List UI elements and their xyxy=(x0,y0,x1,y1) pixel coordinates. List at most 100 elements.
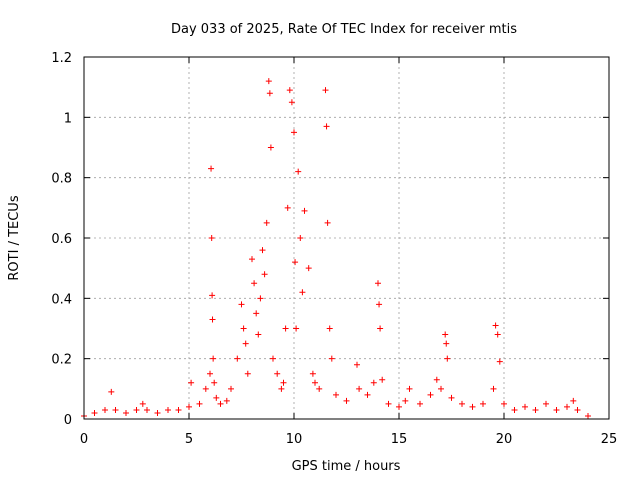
x-axis-title: GPS time / hours xyxy=(292,459,401,474)
data-point xyxy=(253,310,260,317)
data-point xyxy=(324,219,331,226)
data-point xyxy=(293,325,300,332)
data-point xyxy=(553,406,560,413)
data-point xyxy=(202,385,209,392)
data-point xyxy=(108,388,115,395)
data-point xyxy=(102,406,108,413)
data-point xyxy=(297,235,304,241)
data-point xyxy=(210,355,217,362)
data-point xyxy=(249,256,255,263)
data-point xyxy=(364,391,371,398)
data-point xyxy=(480,400,486,407)
data-point xyxy=(402,397,409,404)
data-point xyxy=(223,397,230,404)
data-point xyxy=(312,379,318,386)
data-point xyxy=(385,400,392,407)
data-point xyxy=(270,355,276,362)
data-point xyxy=(379,376,386,383)
y-tick-label: 0.8 xyxy=(51,172,72,187)
data-point xyxy=(196,400,203,407)
data-point xyxy=(494,331,501,338)
data-point xyxy=(356,385,363,392)
x-tick-label: 0 xyxy=(80,432,88,447)
data-point xyxy=(376,301,383,308)
data-point xyxy=(240,325,247,332)
chart-title: Day 033 of 2025, Rate Of TEC Index for r… xyxy=(171,22,517,37)
data-point xyxy=(242,340,249,347)
data-point xyxy=(209,316,216,323)
x-tick-label: 20 xyxy=(496,432,513,447)
x-tick-label: 10 xyxy=(286,432,303,447)
data-point xyxy=(278,385,285,392)
axis-ticks: 0 5 10 15 20 25 0 0.2 0.4 0.6 0.8 1 1.2 xyxy=(51,51,617,447)
data-point xyxy=(259,247,266,254)
data-point xyxy=(501,400,507,407)
data-point xyxy=(234,355,241,362)
data-point xyxy=(417,400,423,407)
data-point xyxy=(208,235,215,241)
data-point xyxy=(188,379,195,386)
data-point xyxy=(443,340,450,347)
data-point xyxy=(280,379,287,386)
data-point xyxy=(322,87,329,94)
data-point xyxy=(442,331,449,338)
data-point xyxy=(299,289,306,296)
data-point xyxy=(396,403,402,410)
data-point xyxy=(263,219,270,226)
data-point xyxy=(282,325,289,332)
y-tick-label: 1 xyxy=(64,111,72,126)
data-point xyxy=(377,325,384,332)
data-point xyxy=(585,412,591,419)
x-tick-label: 15 xyxy=(391,432,408,447)
data-point xyxy=(217,400,224,407)
y-tick-label: 0.4 xyxy=(51,292,72,307)
data-point xyxy=(213,394,220,401)
grid xyxy=(84,57,609,419)
data-point xyxy=(427,391,434,398)
data-point xyxy=(133,406,140,413)
data-point xyxy=(433,376,440,383)
data-point xyxy=(123,409,129,416)
data-point xyxy=(305,265,312,272)
data-point xyxy=(255,331,262,338)
x-tick-label: 5 xyxy=(185,432,193,447)
data-point xyxy=(274,370,281,377)
data-point xyxy=(469,403,476,410)
data-point xyxy=(139,400,146,407)
data-point xyxy=(323,123,330,130)
data-point xyxy=(154,409,161,416)
data-point xyxy=(309,370,316,377)
data-point xyxy=(492,322,499,329)
data-point xyxy=(144,406,150,413)
data-point xyxy=(244,370,251,377)
data-point xyxy=(448,394,455,401)
data-point xyxy=(326,325,333,332)
data-point xyxy=(316,385,323,392)
data-point xyxy=(267,144,274,151)
y-tick-label: 0 xyxy=(64,413,72,428)
data-point xyxy=(496,358,503,365)
data-point xyxy=(208,165,215,172)
data-point xyxy=(511,406,518,413)
data-point xyxy=(370,379,377,386)
x-tick-label: 25 xyxy=(601,432,618,447)
data-point xyxy=(354,361,360,368)
data-point xyxy=(284,204,291,211)
data-point xyxy=(564,403,570,410)
data-point xyxy=(112,406,119,413)
data-marks xyxy=(81,78,591,419)
data-point xyxy=(522,403,528,410)
data-point xyxy=(406,385,413,392)
data-point xyxy=(532,406,539,413)
data-point xyxy=(286,87,293,94)
data-point xyxy=(291,129,297,136)
data-point xyxy=(207,370,213,377)
data-point xyxy=(228,385,234,392)
data-point xyxy=(333,391,339,398)
data-point xyxy=(251,280,258,287)
y-axis-title: ROTI / TECUs xyxy=(7,195,22,280)
data-point xyxy=(328,355,335,362)
data-point xyxy=(265,78,272,85)
data-point xyxy=(266,90,273,97)
